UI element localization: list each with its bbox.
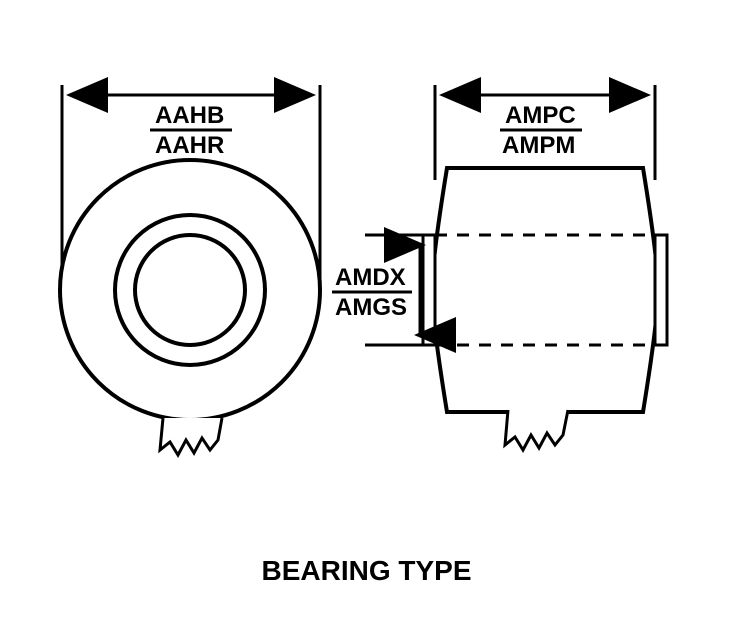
bearing-diagram: AAHB AAHR AMPC AMPM AMDX AMGS BEARING TY… [0,0,733,636]
label-amdx: AMDX [335,264,406,293]
label-aahb: AAHB [155,102,224,131]
label-ampc: AMPC [505,102,576,131]
label-ampm: AMPM [502,132,575,161]
diagram-title: BEARING TYPE [0,555,733,587]
label-amgs: AMGS [335,294,407,323]
label-aahr: AAHR [155,132,224,161]
